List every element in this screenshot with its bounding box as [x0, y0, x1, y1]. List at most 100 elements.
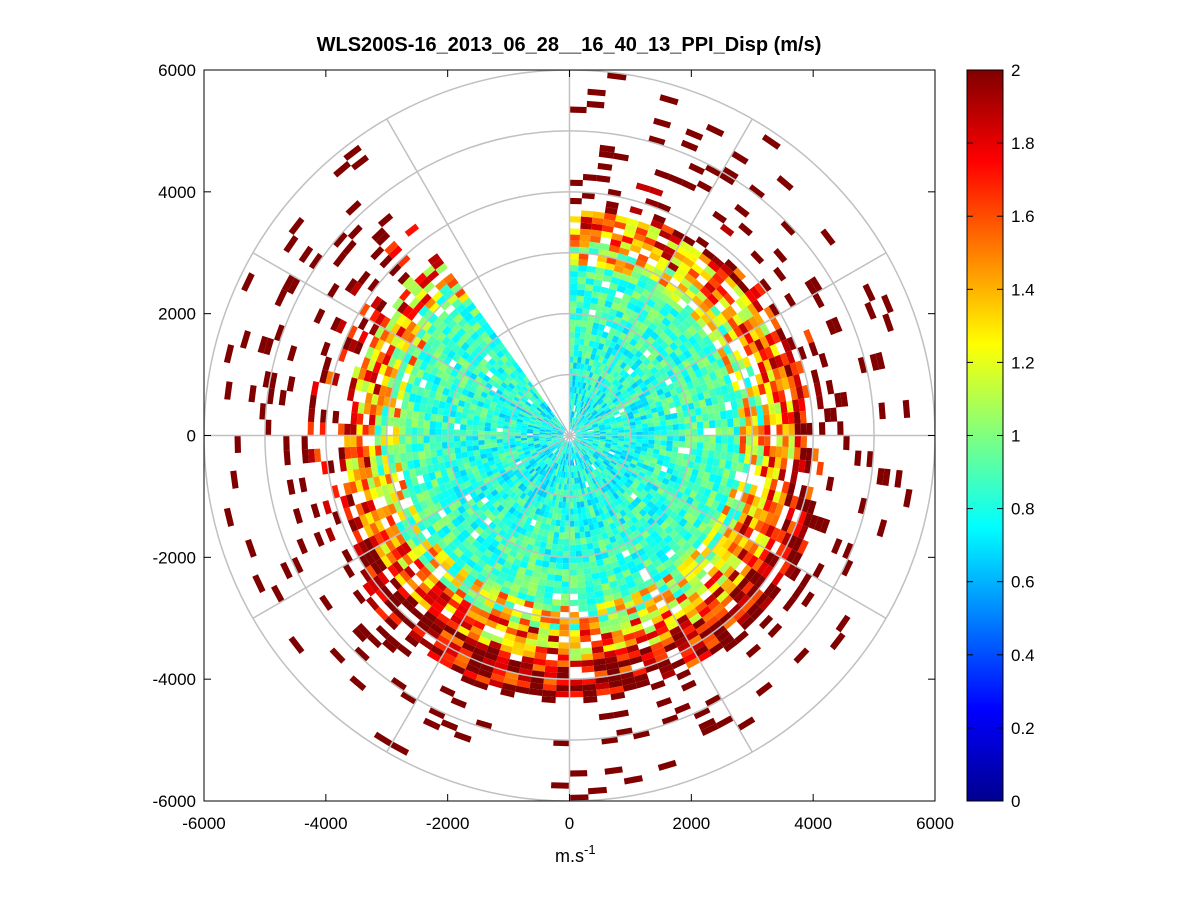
scan-cell	[738, 407, 746, 418]
scan-cell	[668, 351, 678, 361]
scan-cell	[762, 455, 770, 467]
scan-cell	[477, 544, 488, 554]
scan-cell	[598, 391, 604, 398]
scan-cell	[638, 481, 647, 490]
scan-cell	[759, 522, 770, 536]
scan-cell	[361, 478, 370, 491]
scan-cell	[722, 515, 733, 527]
scan-cell	[610, 470, 617, 477]
scan-cell	[490, 539, 500, 548]
scan-cell	[490, 439, 497, 444]
scan-cell	[754, 519, 765, 533]
scan-cell	[488, 678, 504, 689]
scan-cell	[594, 403, 600, 410]
scan-cell	[477, 635, 491, 646]
scan-cell	[601, 478, 608, 485]
scan-cell	[703, 487, 712, 498]
scan-cell	[469, 477, 478, 486]
scan-cell	[580, 394, 585, 402]
scan-cell	[550, 410, 556, 417]
scan-cell	[472, 430, 479, 436]
scan-cell	[617, 426, 624, 431]
scan-cell	[442, 545, 454, 557]
scan-cell	[601, 357, 609, 365]
scan-cell	[465, 663, 480, 675]
scan-cell	[722, 526, 733, 539]
scan-cell	[549, 524, 556, 532]
scan-cell	[462, 563, 473, 574]
scan-cell	[522, 394, 529, 401]
scan-cell	[665, 419, 673, 426]
scan-cell	[478, 588, 490, 599]
scan-cell	[644, 327, 654, 337]
scan-cell	[612, 492, 620, 500]
scan-cell	[552, 440, 559, 444]
scan-cell	[476, 558, 487, 569]
scan-cell	[876, 468, 885, 486]
scan-cell	[569, 228, 581, 235]
scan-cell	[431, 328, 442, 339]
scan-cell	[521, 442, 528, 446]
scan-cell	[687, 267, 700, 280]
scan-cell	[612, 296, 622, 305]
scan-cell	[622, 372, 630, 380]
scan-cell	[781, 481, 790, 494]
scan-cell	[320, 409, 328, 423]
scan-cell	[588, 371, 594, 379]
scan-cell	[579, 629, 591, 637]
scan-cell	[569, 368, 573, 375]
scan-cell	[536, 495, 543, 503]
scan-cell	[792, 459, 800, 472]
scan-cell	[478, 395, 486, 403]
scan-cell	[586, 391, 592, 398]
scan-cell	[462, 297, 473, 308]
scan-cell	[469, 625, 483, 636]
scan-cell	[478, 609, 491, 620]
scan-cell	[634, 358, 643, 367]
scan-cell	[725, 382, 735, 393]
scan-cell	[413, 459, 421, 469]
scan-cell	[630, 500, 639, 508]
scan-cell	[675, 405, 683, 413]
scan-cell	[583, 524, 590, 532]
scan-cell	[599, 438, 606, 442]
scan-cell	[653, 535, 664, 545]
scan-cell	[534, 596, 544, 604]
scan-cell	[314, 448, 322, 463]
scan-cell	[356, 446, 364, 458]
scan-cell	[363, 537, 375, 552]
scan-cell	[558, 538, 565, 545]
scan-cell	[519, 476, 527, 483]
scan-cell	[462, 578, 474, 589]
scan-cell	[612, 356, 620, 364]
scan-cell	[642, 521, 651, 531]
scan-cell	[644, 198, 659, 208]
scan-cell	[549, 481, 555, 488]
scan-cell	[398, 361, 409, 373]
scan-cell	[635, 602, 647, 612]
scan-cell	[588, 416, 595, 422]
scan-cell	[552, 462, 558, 469]
scan-cell	[569, 508, 574, 515]
scan-cell	[741, 581, 755, 595]
scan-cell	[601, 331, 609, 339]
scan-cell	[505, 411, 513, 417]
scan-cell	[638, 354, 647, 363]
scan-cell	[694, 553, 706, 565]
scan-cell	[687, 402, 695, 411]
scan-cell	[460, 418, 468, 425]
scan-cell	[680, 139, 699, 152]
scan-cell	[692, 528, 703, 539]
scan-cell	[604, 206, 618, 215]
scan-cell	[416, 542, 428, 555]
scan-cell	[666, 620, 680, 631]
scan-cell	[612, 467, 619, 474]
scan-cell	[596, 688, 611, 696]
scan-cell	[629, 441, 637, 446]
scan-cell	[421, 320, 433, 332]
scan-cell	[549, 411, 555, 418]
scan-cell	[313, 308, 326, 324]
scan-cell	[659, 94, 679, 106]
scan-cell	[561, 477, 565, 484]
scan-cell	[259, 403, 267, 420]
